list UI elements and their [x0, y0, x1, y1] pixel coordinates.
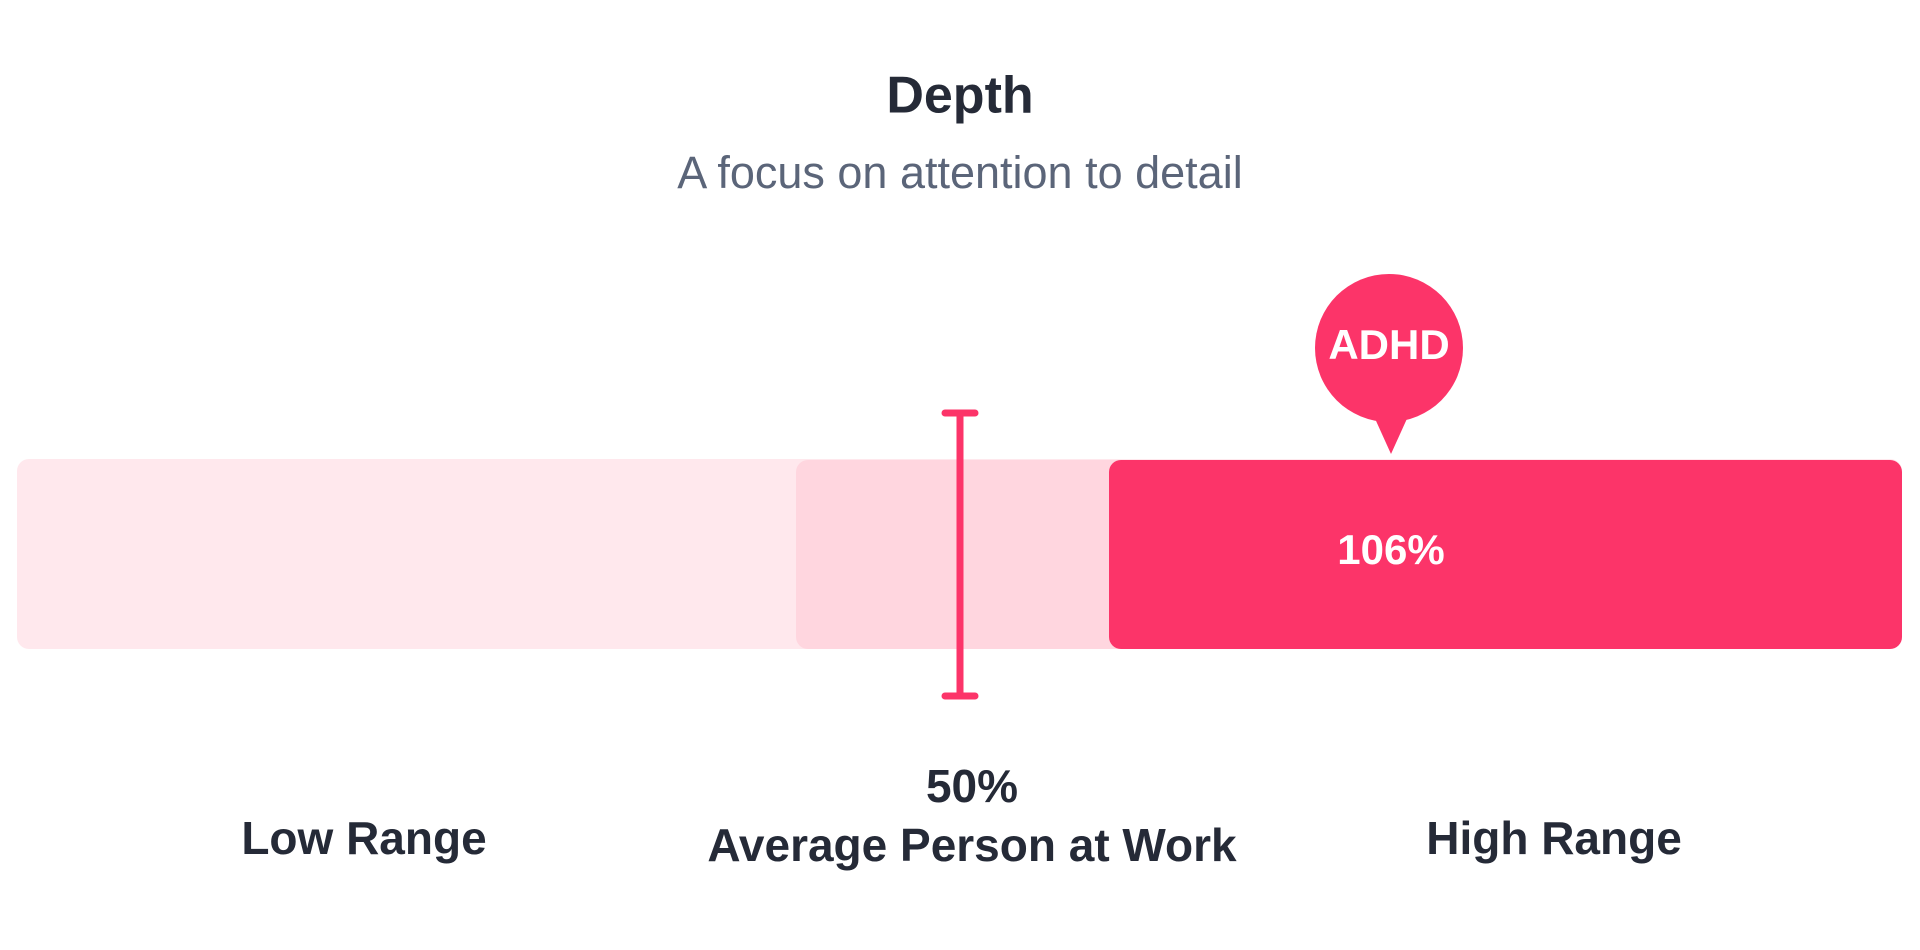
average-marker [941, 409, 979, 700]
high-range-label: High Range [1426, 812, 1682, 864]
adhd-pointer [1372, 412, 1410, 454]
adhd-bubble [1315, 274, 1463, 422]
title: Depth [886, 67, 1033, 125]
high-range-band [1109, 460, 1902, 649]
average-label: Average Person at Work [707, 819, 1237, 871]
adhd-label: ADHD [1328, 321, 1449, 368]
low-range-label: Low Range [241, 812, 486, 864]
subtitle: A focus on attention to detail [677, 147, 1242, 198]
adhd-value: 106% [1337, 526, 1444, 573]
average-value: 50% [926, 760, 1018, 812]
average-band [796, 460, 1136, 649]
